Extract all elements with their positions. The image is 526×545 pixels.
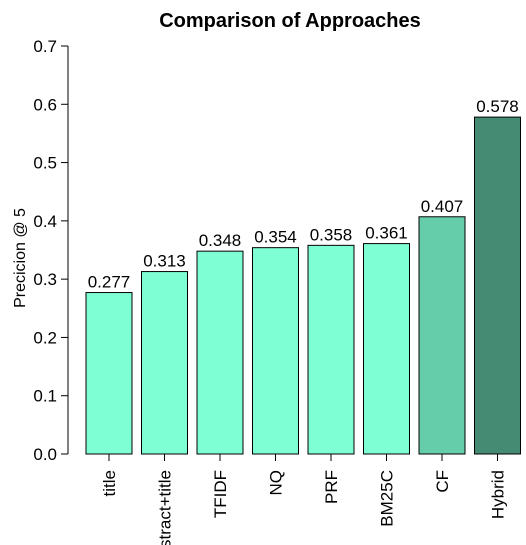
chart-title: Comparison of Approaches: [159, 10, 421, 32]
y-axis-label: Precicion @ 5: [12, 208, 29, 308]
data-label: 0.348: [199, 231, 242, 250]
y-tick-label: 0.3: [33, 270, 57, 289]
bar-prf: [307, 244, 355, 455]
x-category-label: abstract+title: [156, 470, 175, 545]
x-category-label: NQ: [267, 470, 286, 496]
x-axis: title abstract+title TFIDF NQ PRF BM25C CF Hybr…: [100, 454, 508, 545]
bar-nq: [252, 247, 299, 455]
x-category-label: title: [100, 470, 119, 496]
x-category-label: TFIDF: [211, 470, 230, 518]
data-labels-group: 0.277 0.313 0.348 0.354 0.358 0.361 0.407 0.578: [88, 97, 519, 291]
y-tick-label: 0.1: [33, 387, 57, 406]
data-label: 0.578: [476, 97, 519, 116]
x-category-label: BM25C: [378, 470, 397, 527]
data-label: 0.277: [88, 273, 131, 292]
y-tick-label: 0.5: [33, 154, 57, 173]
y-axis: 0.0 0.1 0.2 0.3 0.4 0.5 0.6 0.7: [33, 37, 69, 464]
data-label: 0.358: [310, 225, 353, 244]
y-tick-label: 0.0: [33, 445, 57, 464]
bar-abstract-title: [141, 271, 188, 455]
x-category-label: PRF: [322, 470, 341, 504]
data-label: 0.354: [254, 228, 297, 247]
bars-group: [85, 116, 521, 455]
bar-tfidf: [196, 250, 244, 455]
data-label: 0.407: [421, 197, 464, 216]
bar-hybrid: [474, 116, 521, 455]
bar-cf: [418, 216, 466, 455]
x-category-label: Hybrid: [489, 470, 508, 519]
data-label: 0.313: [143, 252, 186, 271]
bar-title: [85, 292, 133, 455]
y-tick-label: 0.7: [33, 37, 57, 56]
y-tick-label: 0.2: [33, 328, 57, 347]
x-category-label: CF: [433, 470, 452, 493]
y-tick-label: 0.6: [33, 95, 57, 114]
bar-bm25c: [363, 243, 410, 455]
data-label: 0.361: [365, 224, 408, 243]
y-tick-label: 0.4: [33, 212, 57, 231]
